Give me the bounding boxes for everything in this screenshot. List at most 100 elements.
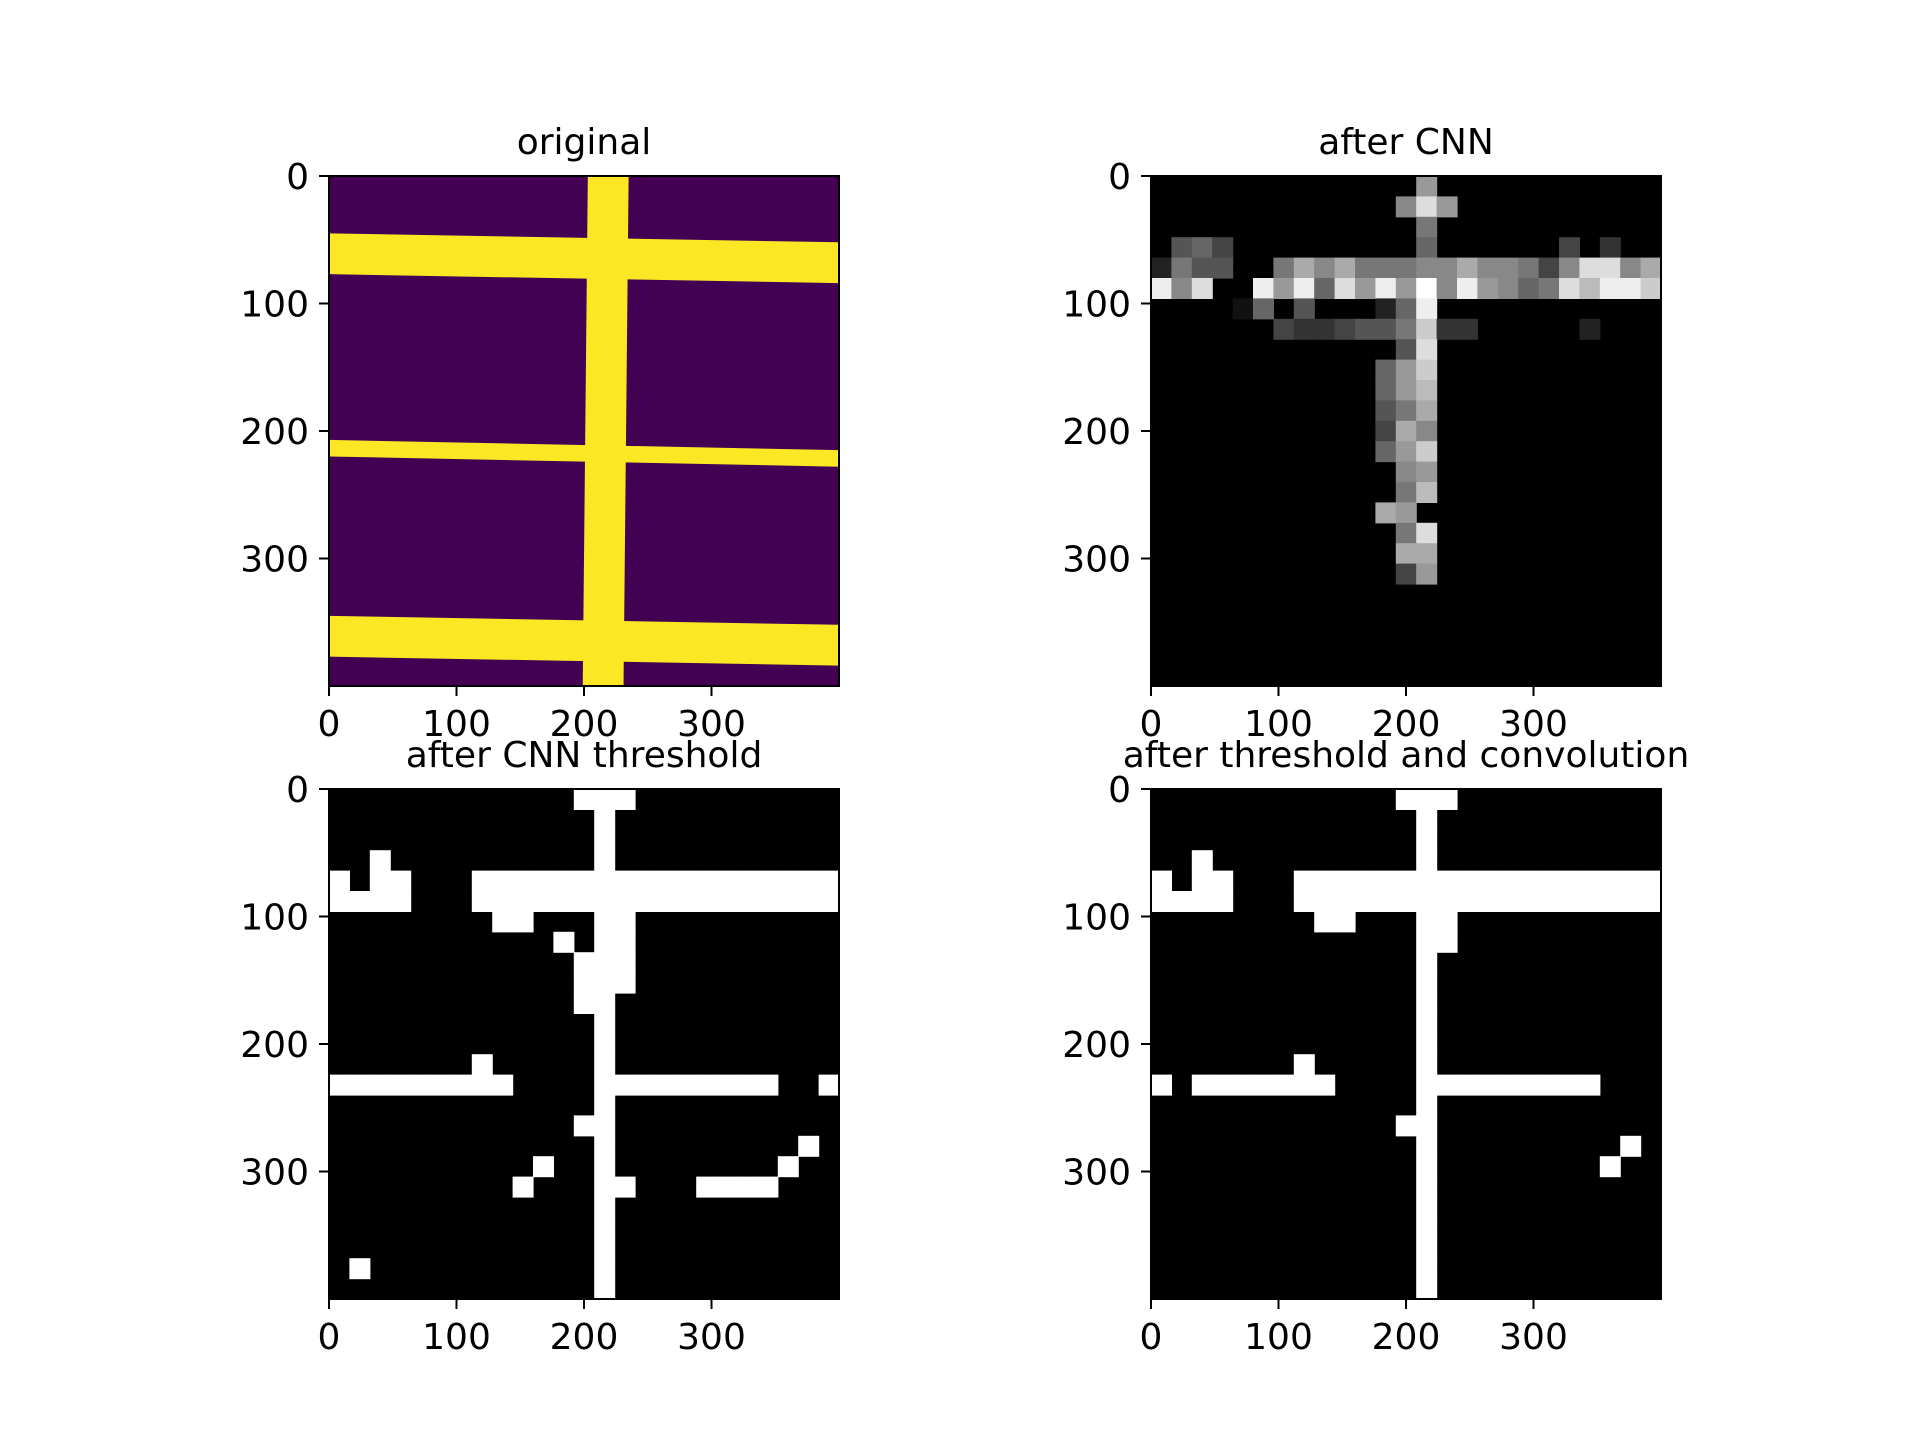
image-cell bbox=[1273, 278, 1295, 299]
image-cell bbox=[1416, 931, 1438, 953]
image-cell bbox=[594, 1176, 616, 1198]
image-after-cnn-threshold bbox=[329, 789, 840, 1300]
image-cell bbox=[777, 1156, 799, 1178]
image-after-threshold-and-convolution bbox=[1151, 789, 1662, 1300]
image-cell bbox=[1232, 1074, 1254, 1096]
y-tick-label: 0 bbox=[1108, 157, 1131, 198]
image-cell bbox=[635, 1074, 656, 1096]
x-tick-label: 100 bbox=[422, 1317, 491, 1358]
image-cell bbox=[1599, 278, 1621, 299]
image-cell bbox=[390, 870, 412, 892]
image-cell bbox=[1416, 1237, 1438, 1259]
image-cell bbox=[1273, 257, 1295, 279]
image-cell bbox=[1416, 380, 1438, 401]
x-axis-ticks: 0 100 200 300 bbox=[1140, 1299, 1568, 1358]
image-cell bbox=[614, 1074, 636, 1096]
image-cell bbox=[471, 1054, 493, 1076]
image-cell bbox=[1436, 196, 1458, 218]
image-cell bbox=[594, 1197, 616, 1218]
image-cell bbox=[1375, 400, 1397, 422]
image-cell bbox=[1171, 237, 1193, 259]
image-cell bbox=[1171, 891, 1193, 912]
image-cell bbox=[1599, 257, 1621, 279]
image-cell bbox=[471, 870, 493, 892]
image-cell bbox=[1334, 318, 1356, 340]
image-cell bbox=[1416, 1135, 1438, 1157]
y-axis-ticks: 0 100 200 300 bbox=[1062, 157, 1151, 581]
image-cell bbox=[533, 1156, 554, 1178]
image-cell bbox=[1436, 278, 1458, 299]
image-cell bbox=[1416, 1054, 1438, 1076]
x-tick-label: 200 bbox=[1372, 1317, 1441, 1358]
image-cell bbox=[1293, 257, 1315, 279]
image-cell bbox=[716, 870, 738, 892]
image-cell bbox=[1191, 1074, 1213, 1096]
image-cell bbox=[1497, 1074, 1519, 1096]
image-cell bbox=[594, 1237, 616, 1259]
image-cell bbox=[1355, 318, 1376, 340]
image-cell bbox=[1314, 891, 1336, 912]
image-cell bbox=[1518, 870, 1540, 892]
image-cell bbox=[1559, 237, 1580, 259]
image-cell bbox=[1334, 911, 1356, 933]
image-cell bbox=[1293, 318, 1315, 340]
image-cell bbox=[1212, 257, 1234, 279]
image-cell bbox=[1375, 278, 1397, 299]
image-cell bbox=[1191, 237, 1213, 259]
panel-title: after threshold and convolution bbox=[1123, 735, 1690, 776]
image-cell bbox=[1171, 278, 1193, 299]
image-cell bbox=[369, 891, 391, 912]
image-cell bbox=[1416, 1176, 1438, 1198]
image-cell bbox=[1457, 870, 1478, 892]
image-cell bbox=[512, 911, 534, 933]
x-tick-label: 0 bbox=[1140, 704, 1163, 745]
image-cell bbox=[635, 891, 656, 912]
image-cell bbox=[533, 891, 554, 912]
image-cell bbox=[757, 1074, 779, 1096]
panel-after-cnn-threshold: 0 100 200 300 0 100 200 300 after CNN threshol… bbox=[240, 735, 840, 1358]
image-cell bbox=[1334, 278, 1356, 299]
image-cell bbox=[1355, 870, 1376, 892]
image-cell bbox=[1416, 298, 1438, 320]
image-cell bbox=[1375, 257, 1397, 279]
image-cell bbox=[1477, 257, 1499, 279]
x-axis-ticks: 0 100 200 300 bbox=[318, 686, 746, 745]
image-cell bbox=[1640, 278, 1662, 299]
image-cell bbox=[1416, 237, 1438, 259]
image-cell bbox=[1416, 522, 1438, 544]
image-cell bbox=[1518, 257, 1540, 279]
image-cell bbox=[594, 952, 616, 974]
x-tick-label: 300 bbox=[1499, 1317, 1568, 1358]
image-cell bbox=[594, 1095, 616, 1116]
image-cell bbox=[1395, 482, 1417, 503]
image-cell bbox=[573, 993, 595, 1014]
image-cell bbox=[1416, 1013, 1438, 1035]
x-tick-label: 100 bbox=[422, 704, 491, 745]
image-cell bbox=[777, 891, 799, 912]
image-cell bbox=[1151, 1074, 1172, 1096]
x-tick-label: 100 bbox=[1244, 704, 1313, 745]
image-cell bbox=[737, 870, 758, 892]
image-cell bbox=[716, 891, 738, 912]
image-cell bbox=[369, 850, 391, 872]
image-cell bbox=[512, 891, 534, 912]
image-cell bbox=[1599, 1156, 1621, 1178]
y-tick-label: 300 bbox=[1062, 1153, 1131, 1194]
image-cell bbox=[696, 1176, 718, 1198]
image-cell bbox=[1457, 257, 1478, 279]
image-cell bbox=[1416, 972, 1438, 994]
x-tick-label: 200 bbox=[1372, 704, 1441, 745]
image-cell bbox=[1395, 359, 1417, 381]
image-cell bbox=[471, 891, 493, 912]
image-cell bbox=[696, 891, 718, 912]
image-cell bbox=[1395, 278, 1417, 299]
image-cell bbox=[1416, 1278, 1438, 1300]
x-tick-label: 300 bbox=[677, 1317, 746, 1358]
image-cell bbox=[1457, 891, 1478, 912]
image-cell bbox=[1416, 563, 1438, 585]
image-cell bbox=[1436, 931, 1458, 953]
image-cell bbox=[492, 1074, 514, 1096]
image-cell bbox=[573, 870, 595, 892]
image-cell bbox=[329, 1074, 350, 1096]
